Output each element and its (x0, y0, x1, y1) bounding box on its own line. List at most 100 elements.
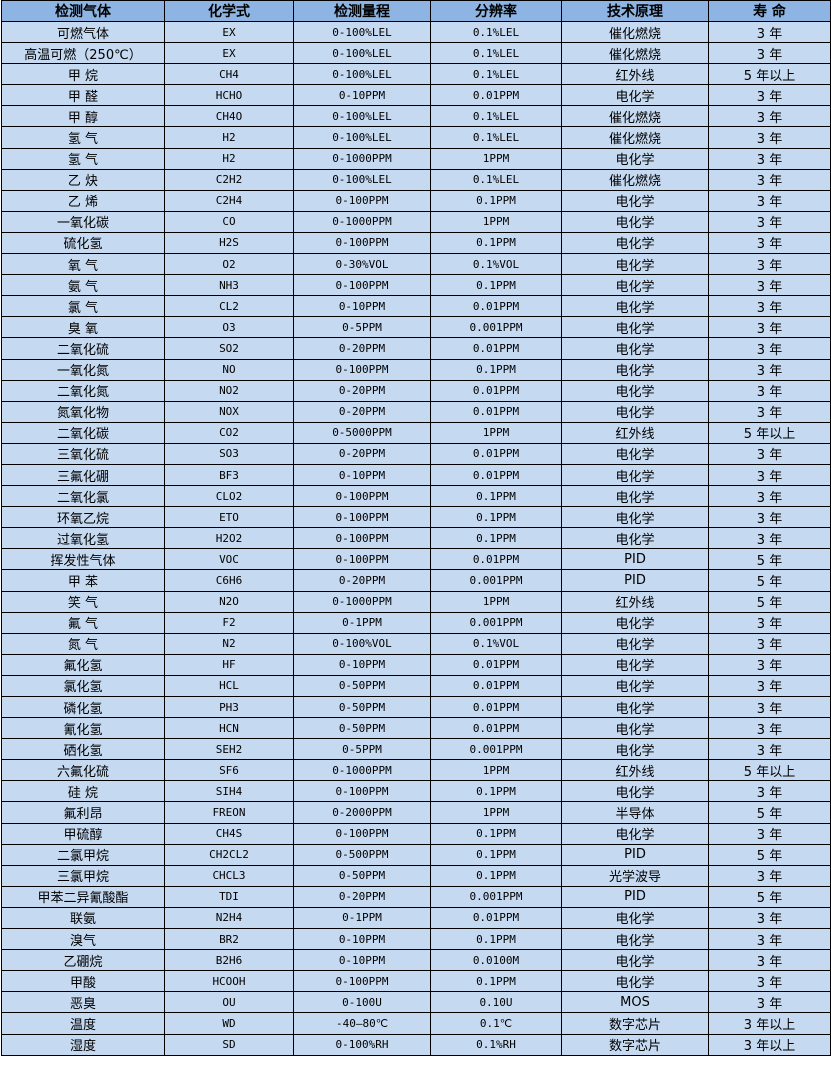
table-row: 恶臭 OU 0-100U 0.10U MOS 3 年 (1, 991, 831, 1014)
cell-range: 0-2000PPM (293, 801, 431, 824)
cell-resolution: 0.001PPM (430, 738, 562, 761)
cell-gas: 氨 气 (1, 274, 165, 297)
cell-formula: HCHO (164, 84, 294, 107)
cell-gas: 乙硼烷 (1, 949, 165, 972)
cell-principle: 电化学 (561, 611, 709, 634)
cell-principle: 电化学 (561, 189, 709, 212)
table-row: 氮氧化物 NOX 0-20PPM 0.01PPM 电化学 3 年 (1, 400, 831, 423)
table-row: 温度 WD -40—80℃ 0.1℃ 数字芯片 3 年以上 (1, 1012, 831, 1035)
cell-lifespan: 3 年 (708, 653, 831, 676)
cell-formula: HCOOH (164, 970, 294, 993)
table-row: 二氧化硫 SO2 0-20PPM 0.01PPM 电化学 3 年 (1, 337, 831, 360)
cell-lifespan: 3 年 (708, 527, 831, 550)
cell-range: 0-50PPM (293, 717, 431, 740)
cell-gas: 氮氧化物 (1, 400, 165, 423)
cell-formula: SO3 (164, 442, 294, 465)
cell-formula: HCN (164, 717, 294, 740)
cell-formula: BF3 (164, 463, 294, 487)
header-lifespan: 寿 命 (708, 0, 831, 22)
cell-principle: 红外线 (561, 759, 709, 782)
cell-formula: H2S (164, 231, 294, 255)
cell-range: 0-5PPM (293, 316, 431, 339)
cell-resolution: 0.1PPM (430, 527, 562, 550)
cell-principle: 红外线 (561, 421, 709, 444)
cell-principle: MOS (561, 991, 709, 1014)
cell-principle: 催化燃烧 (561, 20, 709, 44)
cell-formula: CH4 (164, 63, 294, 86)
table-row: 乙 炔 C2H2 0-100%LEL 0.1%LEL 催化燃烧 3 年 (1, 168, 831, 191)
cell-formula: ETO (164, 506, 294, 529)
cell-range: 0-5PPM (293, 738, 431, 761)
cell-formula: CHCL3 (164, 864, 294, 887)
table-row: 湿度 SD 0-100%RH 0.1%RH 数字芯片 3 年以上 (1, 1033, 831, 1056)
cell-principle: 电化学 (561, 949, 709, 972)
cell-resolution: 0.1PPM (430, 485, 562, 508)
cell-lifespan: 3 年 (708, 295, 831, 318)
cell-range: 0-100%RH (293, 1033, 431, 1056)
header-principle: 技术原理 (561, 0, 709, 22)
cell-gas: 乙 烯 (1, 189, 165, 212)
cell-lifespan: 3 年 (708, 168, 831, 191)
cell-principle: 电化学 (561, 674, 709, 698)
cell-range: 0-10PPM (293, 295, 431, 318)
table-row: 臭 氧 O3 0-5PPM 0.001PPM 电化学 3 年 (1, 316, 831, 339)
cell-gas: 硅 烷 (1, 780, 165, 803)
table-row: 氨 气 NH3 0-100PPM 0.1PPM 电化学 3 年 (1, 274, 831, 297)
cell-range: 0-100%LEL (293, 105, 431, 128)
cell-gas: 挥发性气体 (1, 548, 165, 571)
table-row: 二氧化氯 CLO2 0-100PPM 0.1PPM 电化学 3 年 (1, 485, 831, 508)
cell-range: 0-100%LEL (293, 168, 431, 191)
cell-resolution: 0.1%LEL (430, 105, 562, 128)
cell-principle: 电化学 (561, 822, 709, 845)
table-row: 氯 气 CL2 0-10PPM 0.01PPM 电化学 3 年 (1, 295, 831, 318)
cell-range: 0-100%LEL (293, 63, 431, 86)
cell-lifespan: 5 年以上 (708, 759, 831, 782)
cell-resolution: 0.01PPM (430, 695, 562, 719)
cell-range: 0-100PPM (293, 231, 431, 255)
cell-gas: 甲硫醇 (1, 822, 165, 845)
table-row: 硅 烷 SIH4 0-100PPM 0.1PPM 电化学 3 年 (1, 780, 831, 803)
cell-gas: 硒化氢 (1, 738, 165, 761)
table-row: 三氯甲烷 CHCL3 0-50PPM 0.1PPM 光学波导 3 年 (1, 864, 831, 887)
cell-lifespan: 3 年 (708, 928, 831, 951)
cell-principle: 电化学 (561, 485, 709, 508)
cell-formula: B2H6 (164, 949, 294, 972)
cell-formula: H2O2 (164, 527, 294, 550)
cell-principle: 半导体 (561, 801, 709, 824)
cell-principle: 催化燃烧 (561, 42, 709, 65)
cell-principle: 电化学 (561, 147, 709, 170)
cell-gas: 甲苯二异氰酸酯 (1, 885, 165, 908)
cell-range: 0-100PPM (293, 358, 431, 381)
cell-formula: CO2 (164, 421, 294, 444)
cell-lifespan: 3 年 (708, 674, 831, 698)
cell-formula: CH4S (164, 822, 294, 845)
cell-gas: 二氧化氯 (1, 485, 165, 508)
cell-resolution: 0.1%VOL (430, 632, 562, 655)
cell-lifespan: 5 年 (708, 590, 831, 613)
cell-range: 0-1PPM (293, 906, 431, 930)
cell-resolution: 0.1PPM (430, 780, 562, 803)
cell-range: 0-100%LEL (293, 126, 431, 149)
cell-gas: 乙 炔 (1, 168, 165, 191)
cell-lifespan: 3 年 (708, 147, 831, 170)
table-row: 氢 气 H2 0-100%LEL 0.1%LEL 催化燃烧 3 年 (1, 126, 831, 149)
cell-range: 0-1000PPM (293, 590, 431, 613)
cell-principle: 催化燃烧 (561, 126, 709, 149)
cell-formula: CLO2 (164, 485, 294, 508)
cell-principle: 电化学 (561, 442, 709, 465)
cell-range: 0-1000PPM (293, 147, 431, 170)
cell-lifespan: 5 年以上 (708, 421, 831, 444)
cell-principle: 电化学 (561, 632, 709, 655)
cell-resolution: 0.01PPM (430, 84, 562, 107)
cell-principle: 电化学 (561, 84, 709, 107)
cell-formula: FREON (164, 801, 294, 824)
table-row: 甲 醛 HCHO 0-10PPM 0.01PPM 电化学 3 年 (1, 84, 831, 107)
cell-lifespan: 5 年 (708, 843, 831, 866)
table-row: 过氧化氢 H2O2 0-100PPM 0.1PPM 电化学 3 年 (1, 527, 831, 550)
cell-lifespan: 3 年 (708, 970, 831, 993)
cell-lifespan: 3 年 (708, 105, 831, 128)
cell-formula: HCL (164, 674, 294, 698)
cell-formula: CL2 (164, 295, 294, 318)
cell-range: 0-100PPM (293, 970, 431, 993)
